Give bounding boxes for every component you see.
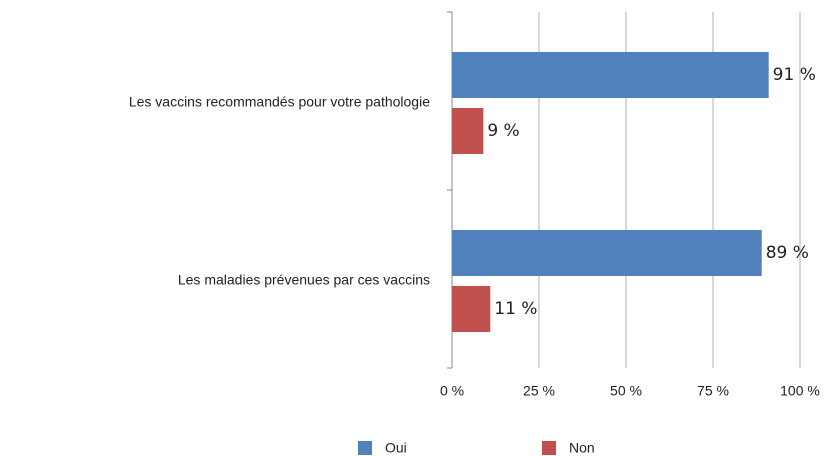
x-tick-label: 25 % — [523, 383, 555, 399]
value-label: 11 % — [494, 299, 537, 319]
x-tick-label: 0 % — [440, 383, 464, 399]
value-label: 9 % — [487, 121, 519, 141]
value-label: 89 % — [766, 243, 809, 263]
legend-label: Oui — [385, 440, 407, 456]
y-tick-label: Les maladies prévenues par ces vaccins — [178, 272, 430, 288]
x-tick-label: 75 % — [697, 383, 729, 399]
x-tick-label: 100 % — [780, 383, 820, 399]
x-tick-label: 50 % — [610, 383, 642, 399]
legend-label: Non — [569, 440, 595, 456]
bar — [452, 108, 484, 154]
legend-swatch — [358, 441, 372, 455]
value-label: 91 % — [773, 65, 816, 85]
y-tick-label: Les vaccins recommandés pour votre patho… — [129, 94, 430, 110]
bar — [452, 286, 491, 332]
legend-swatch — [542, 441, 556, 455]
bar — [452, 230, 762, 276]
bar — [452, 52, 769, 98]
